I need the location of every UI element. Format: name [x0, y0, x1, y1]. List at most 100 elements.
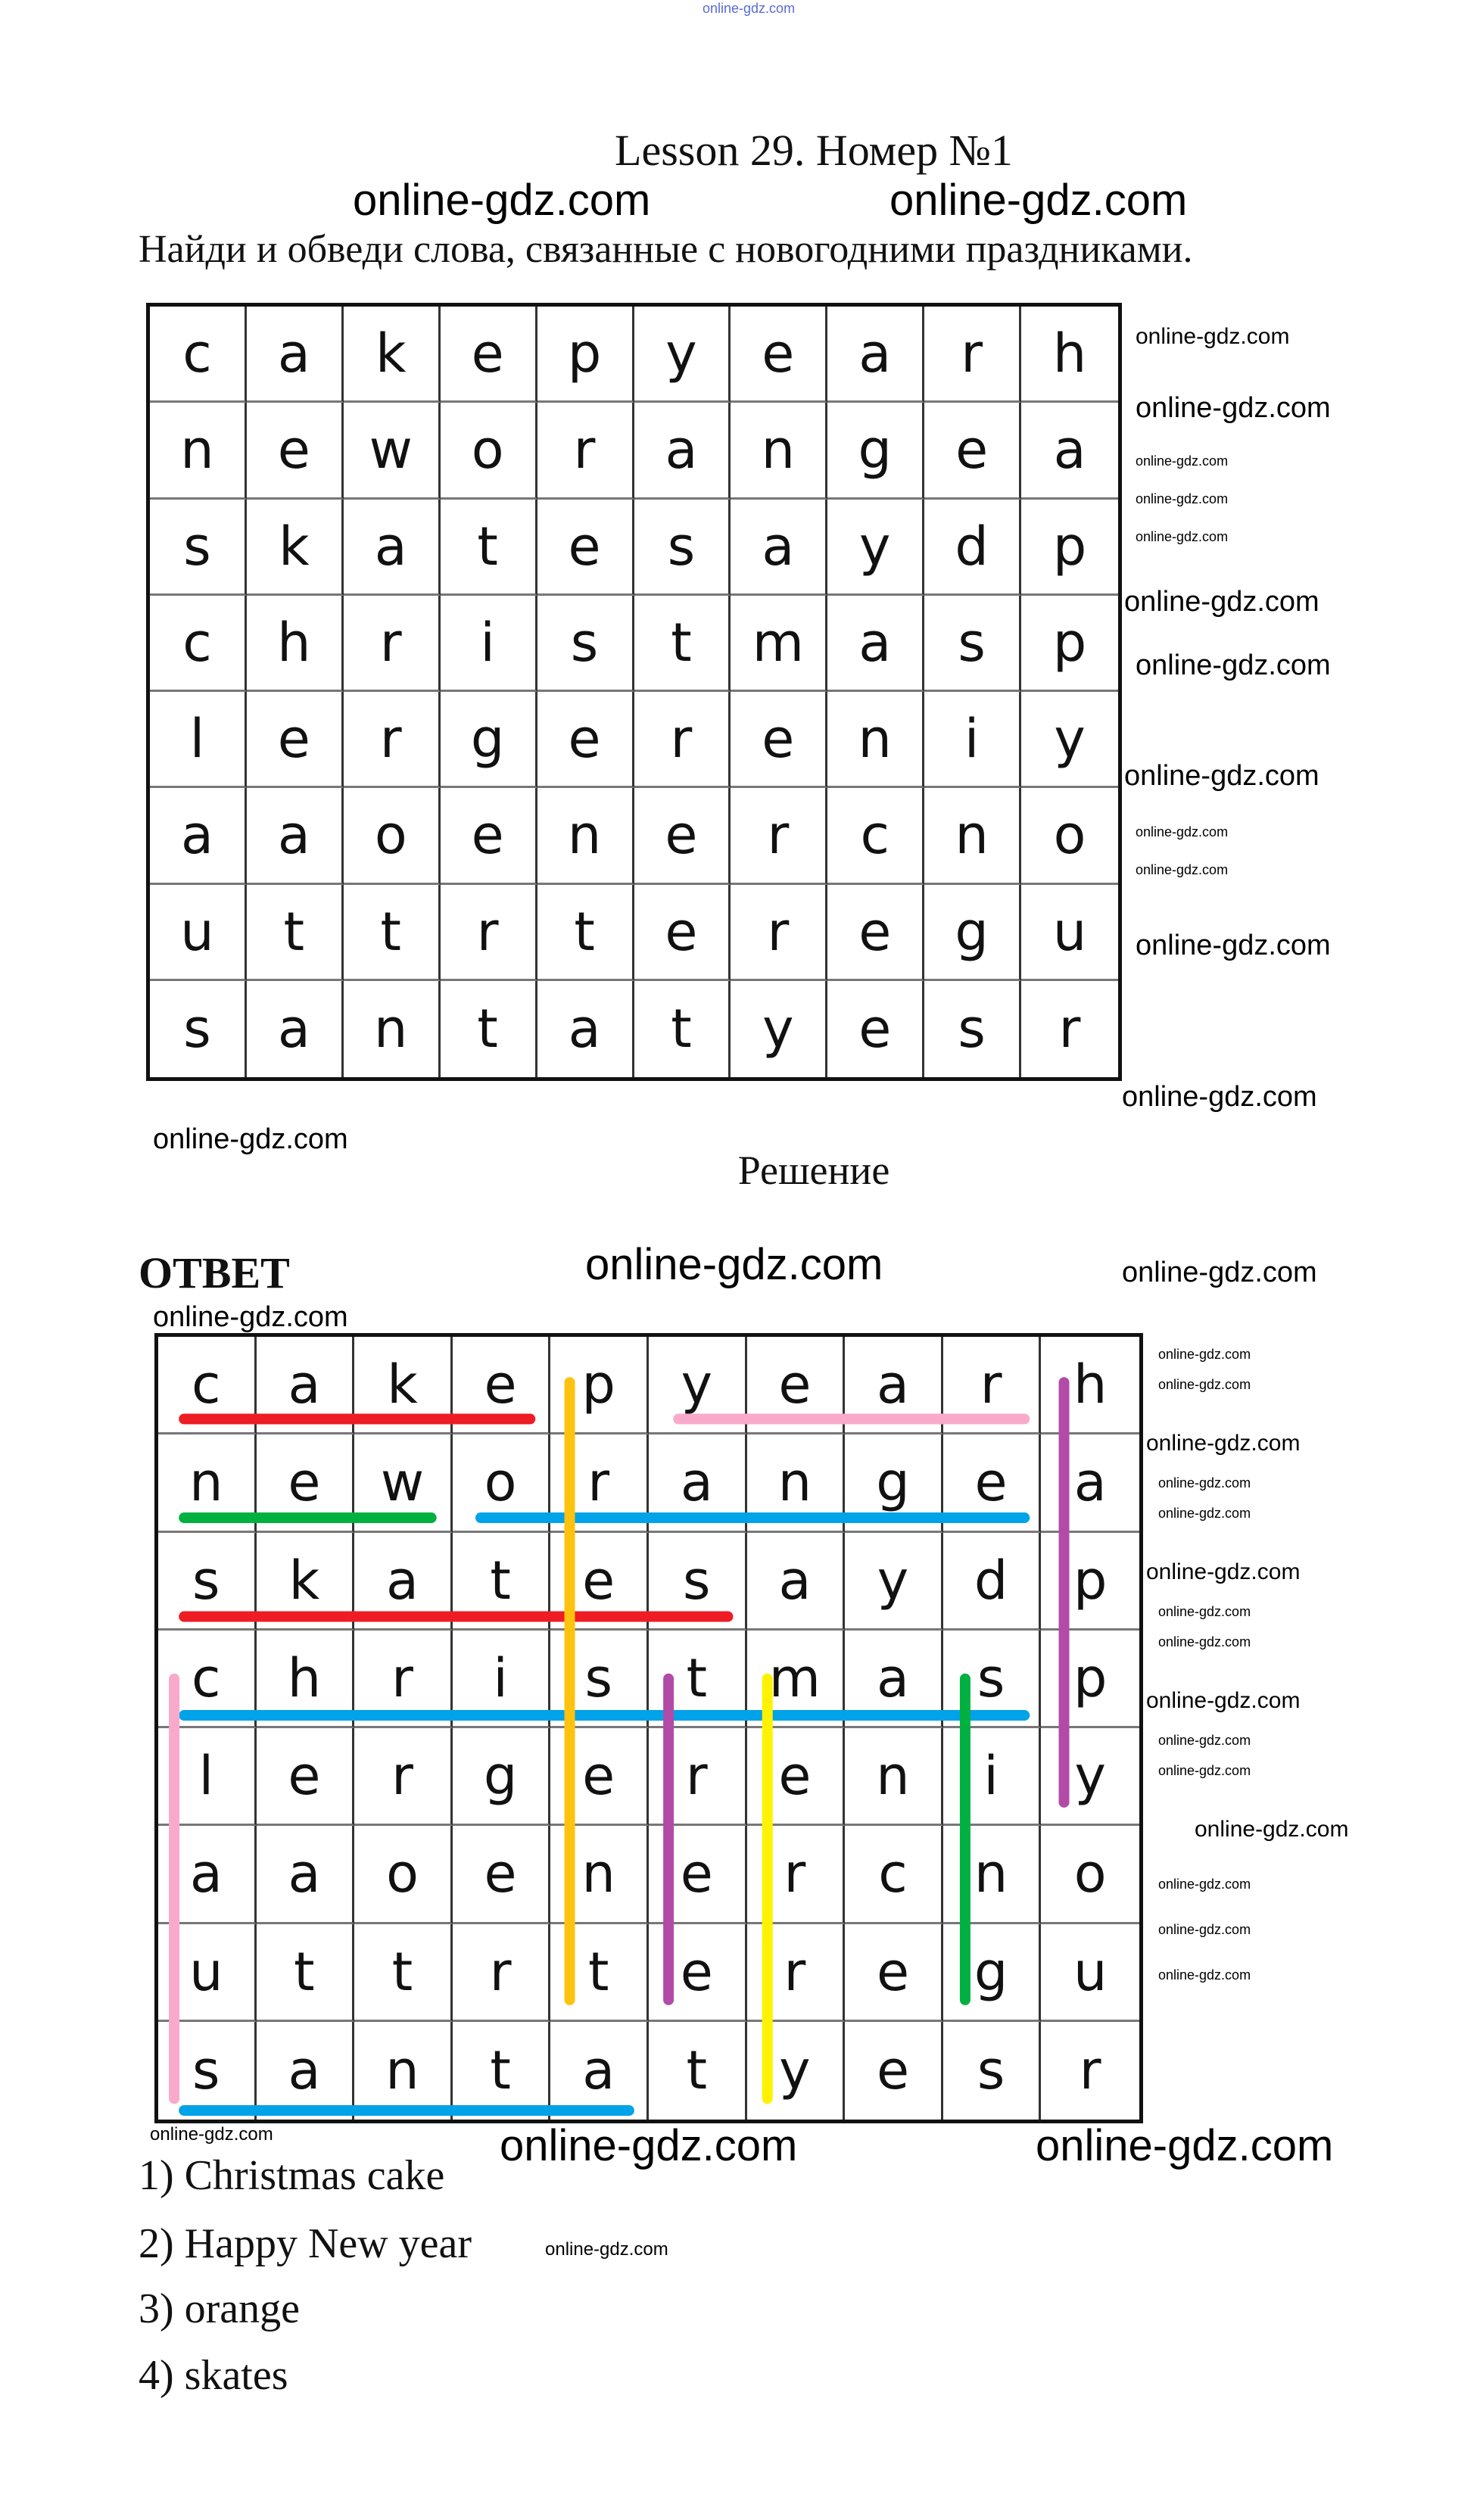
- grid-cell: y: [731, 980, 828, 1077]
- grid-cell: r: [354, 1630, 453, 1728]
- grid-cell: e: [827, 980, 925, 1077]
- grid-cell: r: [634, 692, 731, 789]
- watermark: online-gdz.com: [1122, 1081, 1317, 1113]
- grid-cell: a: [256, 1826, 355, 1924]
- grid-cell: e: [746, 1337, 846, 1435]
- grid-cell: a: [158, 1826, 257, 1924]
- grid-cell: e: [942, 1434, 1042, 1533]
- grid-cell: n: [550, 1826, 649, 1924]
- grid-cell: n: [150, 403, 247, 500]
- watermark: online-gdz.com: [1136, 529, 1229, 544]
- watermark: online-gdz.com: [1036, 2121, 1334, 2170]
- grid-cell: e: [746, 1728, 846, 1827]
- grid-cell: t: [256, 1923, 355, 2022]
- watermark: online-gdz.com: [1158, 1967, 1251, 1983]
- grid-cell: e: [246, 692, 344, 789]
- grid-cell: o: [440, 403, 537, 500]
- grid-cell: g: [845, 1434, 943, 1533]
- grid-cell: a: [150, 788, 247, 885]
- grid-cell: s: [924, 595, 1022, 692]
- grid-cell: h: [256, 1630, 355, 1728]
- grid-cell: e: [440, 307, 537, 403]
- watermark: online-gdz.com: [1158, 1763, 1251, 1778]
- watermark: online-gdz.com: [1136, 824, 1229, 839]
- grid-cell: a: [634, 403, 731, 500]
- grid-cell: s: [550, 1630, 649, 1728]
- grid-cell: i: [440, 595, 537, 692]
- grid-cell: t: [634, 595, 731, 692]
- watermark: online-gdz.com: [545, 2239, 668, 2260]
- answer-heading: ОТВЕТ: [139, 1248, 290, 1297]
- grid-cell: m: [731, 595, 828, 692]
- answer-item: 1) Christmas cake: [139, 2152, 445, 2199]
- grid-cell: a: [649, 1434, 747, 1533]
- grid-cell: e: [537, 499, 634, 596]
- grid-cell: m: [746, 1630, 846, 1728]
- grid-cell: t: [441, 980, 537, 1077]
- grid-cell: s: [150, 980, 247, 1077]
- grid-cell: g: [440, 692, 537, 789]
- watermark: online-gdz.com: [153, 1123, 348, 1155]
- grid-cell: h: [1021, 307, 1118, 403]
- page-title: Lesson 29. Номер №1: [615, 126, 1013, 175]
- watermark: online-gdz.com: [150, 2124, 273, 2145]
- grid-cell: r: [537, 403, 634, 500]
- watermark: online-gdz.com: [1158, 1506, 1251, 1521]
- grid-cell: a: [827, 307, 925, 403]
- grid-cell: n: [746, 1434, 846, 1533]
- grid-cell: r: [924, 307, 1022, 403]
- grid-cell: a: [256, 1337, 355, 1435]
- watermark: online-gdz.com: [500, 2121, 798, 2170]
- grid-cell: a: [247, 980, 344, 1077]
- grid-cell: a: [827, 595, 925, 692]
- grid-cell: a: [257, 2021, 355, 2120]
- grid-cell: a: [731, 499, 828, 596]
- grid-cell: s: [158, 2021, 257, 2120]
- grid-cell: t: [649, 2021, 747, 2120]
- grid-cell: t: [453, 2021, 551, 2120]
- watermark: online-gdz.com: [1146, 1431, 1301, 1456]
- grid-cell: r: [731, 884, 828, 981]
- grid-cell: t: [649, 1630, 747, 1728]
- grid-cell: e: [827, 884, 925, 981]
- grid-cell: l: [150, 692, 247, 789]
- grid-cell: w: [343, 403, 441, 500]
- watermark: online-gdz.com: [1136, 453, 1229, 469]
- grid-cell: n: [537, 788, 634, 885]
- watermark: online-gdz.com: [1136, 324, 1290, 349]
- watermark: online-gdz.com: [1146, 1559, 1301, 1584]
- grid-cell: e: [634, 884, 731, 981]
- answer-item: 3) orange: [139, 2285, 301, 2332]
- grid-cell: r: [731, 788, 828, 885]
- grid-cell: n: [344, 980, 441, 1077]
- grid-cell: y: [649, 1337, 747, 1435]
- grid-cell: a: [1021, 403, 1118, 500]
- watermark: online-gdz.com: [1136, 862, 1229, 877]
- grid-cell: a: [1041, 1434, 1139, 1533]
- grid-cell: s: [943, 2021, 1042, 2120]
- grid-cell: p: [537, 307, 634, 403]
- grid-cell: t: [550, 1923, 649, 2022]
- grid-cell: e: [537, 692, 634, 789]
- grid-cell: e: [731, 692, 828, 789]
- grid-cell: o: [343, 788, 441, 885]
- grid-cell: n: [158, 1434, 257, 1533]
- grid-cell: t: [634, 980, 731, 1077]
- answer-item: 2) Happy New year: [139, 2220, 472, 2267]
- grid-cell: p: [1021, 596, 1118, 692]
- grid-cell: e: [256, 1728, 355, 1827]
- grid-cell: u: [1041, 1924, 1139, 2022]
- grid-cell: e: [845, 1923, 943, 2022]
- grid-cell: t: [246, 884, 344, 981]
- grid-cell: l: [158, 1728, 257, 1827]
- grid-cell: a: [537, 980, 634, 1077]
- grid-cell: n: [942, 1826, 1042, 1924]
- grid-cell: r: [343, 595, 441, 692]
- grid-cell: k: [354, 1337, 453, 1435]
- grid-cell: e: [440, 788, 537, 885]
- grid-cell: e: [845, 2021, 943, 2120]
- grid-cell: i: [452, 1630, 551, 1728]
- grid-cell: s: [634, 499, 731, 596]
- grid-cell: r: [746, 1923, 846, 2022]
